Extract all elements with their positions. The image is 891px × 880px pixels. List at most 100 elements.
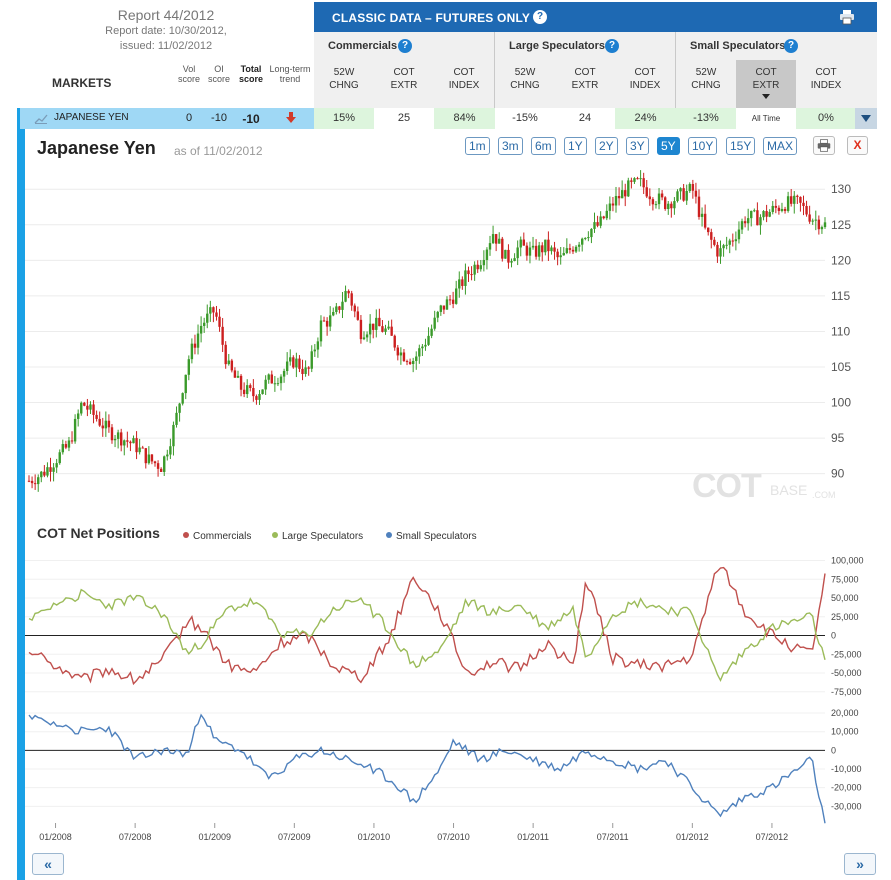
range-button-1y[interactable]: 1Y xyxy=(564,137,587,155)
col-comm-cot-index[interactable]: COT INDEX xyxy=(434,60,495,108)
print-icon[interactable] xyxy=(839,9,855,25)
candle-body xyxy=(519,239,522,248)
candle-body xyxy=(491,234,495,244)
help-icon[interactable]: ? xyxy=(398,39,412,53)
col-large-52w-chng[interactable]: 52W CHNG xyxy=(495,60,555,108)
range-button-15y[interactable]: 15Y xyxy=(726,137,756,155)
candle-body xyxy=(753,210,756,212)
vol-score-header[interactable]: Vol score xyxy=(174,64,204,84)
legend-label: Small Speculators xyxy=(396,531,477,542)
y-tick-label: 10,000 xyxy=(831,727,859,737)
expand-row-button[interactable] xyxy=(855,108,877,129)
candle-body xyxy=(92,404,95,415)
oi-score-header[interactable]: OI score xyxy=(204,64,234,84)
candle-body xyxy=(319,320,323,342)
candle-body xyxy=(30,480,34,484)
candle-body xyxy=(624,190,627,197)
col-comm-cot-extr[interactable]: COT EXTR xyxy=(374,60,434,108)
range-button-1m[interactable]: 1m xyxy=(465,137,490,155)
candle-body xyxy=(285,361,289,371)
candle-body xyxy=(325,320,329,327)
candle-body xyxy=(596,222,599,226)
candle-body xyxy=(722,245,725,249)
candle-body xyxy=(166,454,169,457)
candle-body xyxy=(648,196,652,200)
candle-body xyxy=(181,393,184,404)
candle-body xyxy=(172,424,175,447)
candle-body xyxy=(365,334,369,338)
close-chart-button[interactable]: X xyxy=(847,136,868,155)
candle-body xyxy=(805,206,808,215)
chart-icon[interactable] xyxy=(34,113,48,124)
col-large-cot-index[interactable]: COT INDEX xyxy=(615,60,676,108)
legend-large-speculators[interactable]: Large Speculators xyxy=(272,531,363,542)
header-line: CHNG xyxy=(691,80,721,91)
candle-body xyxy=(482,259,486,266)
candle-body xyxy=(49,467,52,472)
candle-body xyxy=(52,467,55,472)
candle-body xyxy=(620,190,624,199)
legend-commercials[interactable]: Commercials xyxy=(183,531,251,542)
range-button-3m[interactable]: 3m xyxy=(498,137,523,155)
col-large-cot-extr[interactable]: COT EXTR xyxy=(555,60,615,108)
range-button-5y[interactable]: 5Y xyxy=(657,137,680,155)
candle-body xyxy=(242,389,246,395)
candle-body xyxy=(599,216,602,226)
col-small-cot-index[interactable]: COT INDEX xyxy=(796,60,856,108)
header-line: 52W xyxy=(695,67,717,78)
candle-body xyxy=(593,222,596,229)
series-line-commercials xyxy=(28,566,826,686)
candle-body xyxy=(811,220,814,222)
as-of-date: as of 11/02/2012 xyxy=(174,144,263,158)
candle-body xyxy=(310,351,313,369)
candle-body xyxy=(525,245,529,256)
candle-body xyxy=(802,202,805,207)
help-icon[interactable]: ? xyxy=(784,39,798,53)
candle-body xyxy=(116,432,120,439)
market-row[interactable]: JAPANESE YEN 0 -10 -10 15% 25 84% -15% 2… xyxy=(20,108,877,129)
candle-body xyxy=(224,344,227,365)
range-button-2y[interactable]: 2Y xyxy=(595,137,618,155)
group-label: Small Speculators xyxy=(690,40,786,52)
candle-body xyxy=(571,249,575,252)
long-term-trend-header[interactable]: Long-term trend xyxy=(268,64,312,84)
candle-body xyxy=(193,343,197,348)
range-button-3y[interactable]: 3Y xyxy=(626,137,649,155)
candle-body xyxy=(577,244,581,247)
candle-body xyxy=(636,178,639,180)
scroll-left-button[interactable]: « xyxy=(32,853,64,875)
candle-body xyxy=(384,328,387,332)
candle-body xyxy=(537,245,541,257)
col-small-52w-chng[interactable]: 52W CHNG xyxy=(676,60,736,108)
group-label: Commercials xyxy=(328,40,398,52)
candle-body xyxy=(786,196,790,211)
range-button-6m[interactable]: 6m xyxy=(531,137,556,155)
col-small-cot-extr[interactable]: COT EXTR xyxy=(736,60,796,108)
candle-body xyxy=(691,184,695,191)
candle-body xyxy=(783,208,787,211)
candle-body xyxy=(95,414,98,419)
range-button-max[interactable]: MAX xyxy=(763,137,798,155)
header-line: trend xyxy=(279,74,301,84)
candle-body xyxy=(584,237,587,239)
col-comm-52w-chng[interactable]: 52W CHNG xyxy=(314,60,374,108)
range-button-10y[interactable]: 10Y xyxy=(688,137,718,155)
candle-body xyxy=(774,205,778,208)
market-name-cell[interactable]: JAPANESE YEN 0 -10 -10 xyxy=(20,108,314,129)
total-score-header[interactable]: Total score xyxy=(234,64,268,84)
help-icon[interactable]: ? xyxy=(605,39,619,53)
candle-body xyxy=(255,396,258,400)
header-line: Vol xyxy=(182,64,196,74)
print-chart-icon[interactable] xyxy=(813,136,835,155)
scroll-right-button[interactable]: » xyxy=(844,853,876,875)
candle-body xyxy=(270,374,273,384)
help-icon[interactable]: ? xyxy=(533,10,547,24)
candle-body xyxy=(347,290,350,294)
candle-body xyxy=(206,313,209,323)
candle-body xyxy=(651,199,655,205)
legend-small-speculators[interactable]: Small Speculators xyxy=(386,531,477,542)
candle-body xyxy=(762,211,765,218)
candle-body xyxy=(639,178,642,180)
group-header-commercials: Commercials ? xyxy=(314,32,495,60)
trend-down-arrow-icon xyxy=(286,112,296,123)
